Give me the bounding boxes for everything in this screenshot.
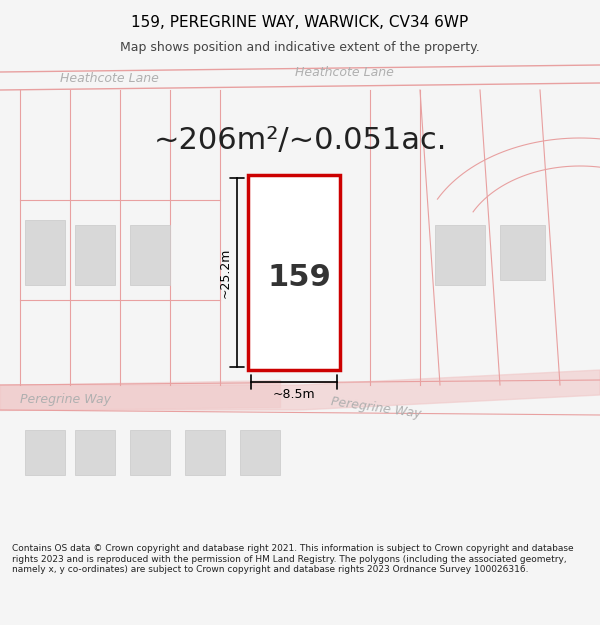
Bar	[25, 220, 65, 285]
Bar	[500, 225, 545, 280]
Text: Peregrine Way: Peregrine Way	[20, 394, 111, 406]
Text: Heathcote Lane: Heathcote Lane	[60, 71, 159, 84]
Bar	[435, 225, 485, 285]
Text: Peregrine Way: Peregrine Way	[330, 395, 422, 421]
Bar	[75, 430, 115, 475]
Bar	[25, 430, 65, 475]
Text: Contains OS data © Crown copyright and database right 2021. This information is : Contains OS data © Crown copyright and d…	[12, 544, 574, 574]
Bar	[248, 175, 340, 370]
Bar	[185, 430, 225, 475]
Text: ~25.2m: ~25.2m	[218, 248, 232, 298]
Bar	[130, 430, 170, 475]
Text: ~206m²/~0.051ac.: ~206m²/~0.051ac.	[154, 126, 446, 154]
Bar	[75, 225, 115, 285]
Text: 159, PEREGRINE WAY, WARWICK, CV34 6WP: 159, PEREGRINE WAY, WARWICK, CV34 6WP	[131, 16, 469, 31]
Text: Heathcote Lane: Heathcote Lane	[295, 66, 394, 79]
Text: ~8.5m: ~8.5m	[272, 388, 316, 401]
Bar	[240, 430, 280, 475]
Bar	[130, 225, 170, 285]
Text: 159: 159	[267, 263, 331, 292]
Text: Map shows position and indicative extent of the property.: Map shows position and indicative extent…	[120, 41, 480, 54]
